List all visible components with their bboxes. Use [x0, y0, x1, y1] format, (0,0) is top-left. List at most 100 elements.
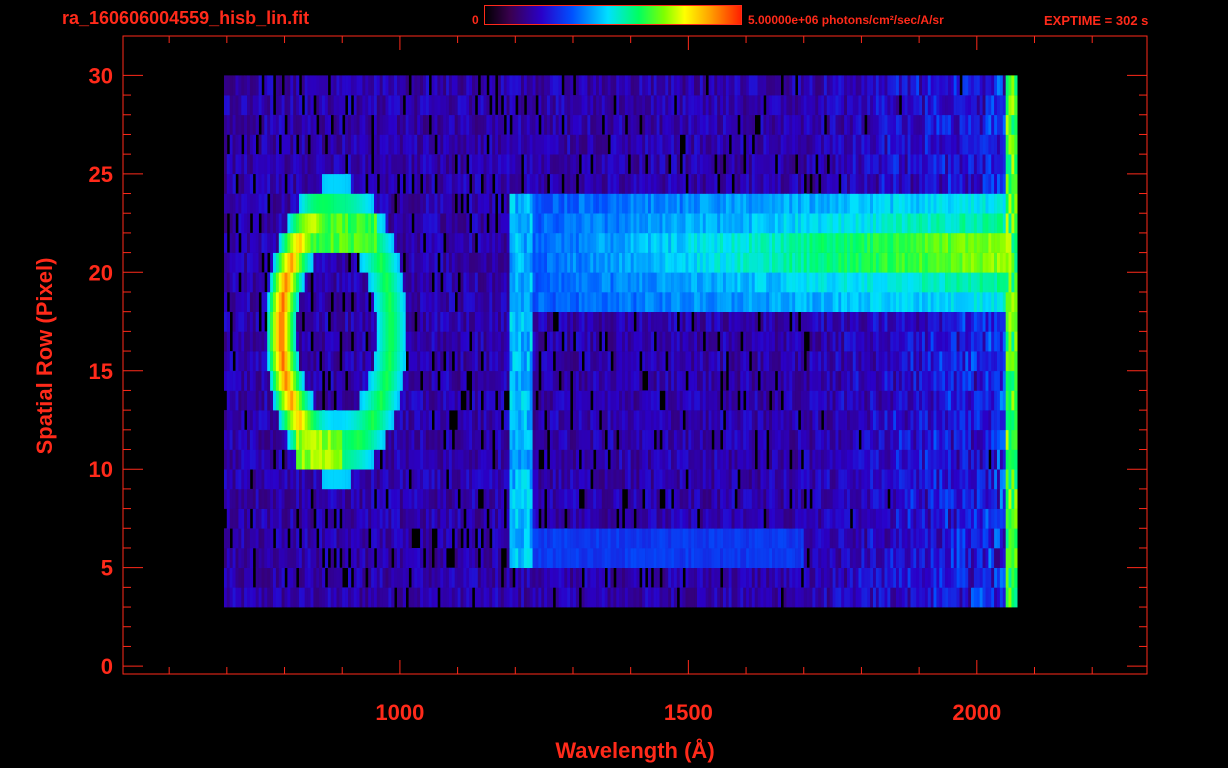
heatmap-cell [991, 331, 995, 352]
heatmap-cell [512, 370, 516, 391]
heatmap-cell [858, 587, 862, 608]
heatmap-cell [319, 370, 323, 391]
heatmap-cell [922, 292, 926, 312]
heatmap-cell [936, 390, 940, 411]
heatmap-cell [723, 587, 727, 608]
heatmap-cell [573, 292, 577, 312]
heatmap-cell [924, 429, 929, 450]
heatmap-cell [956, 351, 960, 372]
heatmap-cell [939, 528, 943, 549]
heatmap-cell [509, 548, 513, 568]
heatmap-cell [774, 351, 779, 372]
heatmap-cell [616, 488, 620, 509]
heatmap-cell [495, 469, 499, 490]
heatmap-cell [255, 252, 259, 273]
heatmap-cell [858, 528, 862, 549]
heatmap-cell [385, 548, 389, 568]
heatmap-cell [717, 488, 721, 509]
heatmap-cell [489, 508, 493, 529]
heatmap-cell [273, 548, 277, 568]
heatmap-cell [942, 410, 946, 431]
heatmap-cell [376, 331, 380, 352]
heatmap-cell [397, 331, 401, 352]
heatmap-cell [374, 587, 378, 608]
heatmap-cell [697, 449, 701, 470]
heatmap-cell [477, 567, 481, 588]
heatmap-cell [324, 370, 329, 391]
heatmap-cell [244, 429, 248, 450]
heatmap-cell [950, 449, 955, 470]
heatmap-cell [711, 390, 715, 411]
heatmap-cell [466, 508, 470, 529]
heatmap-cell [382, 232, 386, 253]
heatmap-cell [518, 488, 522, 509]
heatmap-cell [365, 469, 369, 490]
heatmap-cell [815, 272, 819, 293]
heatmap-cell [642, 449, 646, 470]
heatmap-cell [362, 390, 366, 411]
heatmap-cell [769, 508, 773, 529]
heatmap-cell [532, 252, 536, 273]
heatmap-cell [391, 272, 395, 293]
heatmap-cell [411, 272, 415, 293]
heatmap-cell [653, 232, 657, 253]
heatmap-cell [440, 232, 444, 253]
heatmap-cell [561, 351, 565, 372]
heatmap-cell [630, 528, 634, 549]
heatmap-cell [258, 469, 262, 490]
heatmap-cell [942, 488, 946, 509]
heatmap-cell [999, 252, 1004, 273]
heatmap-cell [624, 252, 629, 273]
heatmap-cell [792, 232, 796, 253]
heatmap-cell [818, 390, 822, 411]
heatmap-cell [769, 469, 773, 490]
heatmap-cell [939, 508, 943, 529]
heatmap-cell [870, 390, 874, 411]
heatmap-cell [933, 370, 937, 391]
heatmap-cell [783, 410, 787, 431]
heatmap-cell [922, 508, 926, 529]
heatmap-cell [858, 272, 862, 293]
heatmap-cell [1008, 370, 1012, 391]
heatmap-cell [953, 351, 957, 372]
heatmap-cell [495, 429, 499, 450]
heatmap-cell [774, 488, 779, 509]
heatmap-cell [526, 488, 530, 509]
heatmap-cell [296, 292, 300, 312]
heatmap-cell [907, 567, 911, 588]
heatmap-cell [457, 311, 461, 332]
heatmap-cell [345, 351, 349, 372]
heatmap-cell [402, 508, 406, 529]
heatmap-cell [293, 528, 297, 549]
heatmap-cell [786, 587, 790, 608]
heatmap-cell [648, 351, 652, 372]
heatmap-cell [774, 567, 779, 588]
heatmap-cell [786, 528, 790, 549]
heatmap-cell [293, 488, 297, 509]
heatmap-cell [353, 429, 357, 450]
heatmap-cell [518, 351, 522, 372]
heatmap-cell [333, 429, 337, 450]
heatmap-cell [261, 351, 265, 372]
heatmap-cell [388, 370, 392, 391]
heatmap-cell [991, 351, 995, 372]
heatmap-cell [324, 351, 329, 372]
heatmap-cell [818, 548, 822, 568]
heatmap-cell [587, 488, 591, 509]
heatmap-cell [737, 331, 741, 352]
heatmap-cell [480, 232, 484, 253]
heatmap-cell [374, 232, 378, 253]
heatmap-cell [997, 508, 1001, 529]
heatmap-cell [495, 548, 499, 568]
heatmap-cell [382, 351, 386, 372]
heatmap-cell [720, 232, 724, 253]
heatmap-cell [226, 390, 230, 411]
heatmap-cell [976, 429, 980, 450]
heatmap-cell [287, 548, 291, 568]
heatmap-cell [994, 331, 998, 352]
heatmap-cell [728, 410, 732, 431]
heatmap-cell [1011, 449, 1015, 470]
heatmap-cell [463, 272, 467, 293]
heatmap-cell [748, 331, 753, 352]
heatmap-cell [454, 429, 458, 450]
